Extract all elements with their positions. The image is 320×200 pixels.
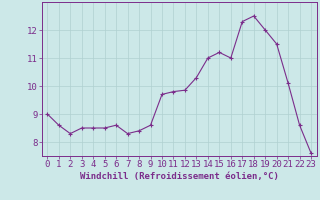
X-axis label: Windchill (Refroidissement éolien,°C): Windchill (Refroidissement éolien,°C) — [80, 172, 279, 181]
